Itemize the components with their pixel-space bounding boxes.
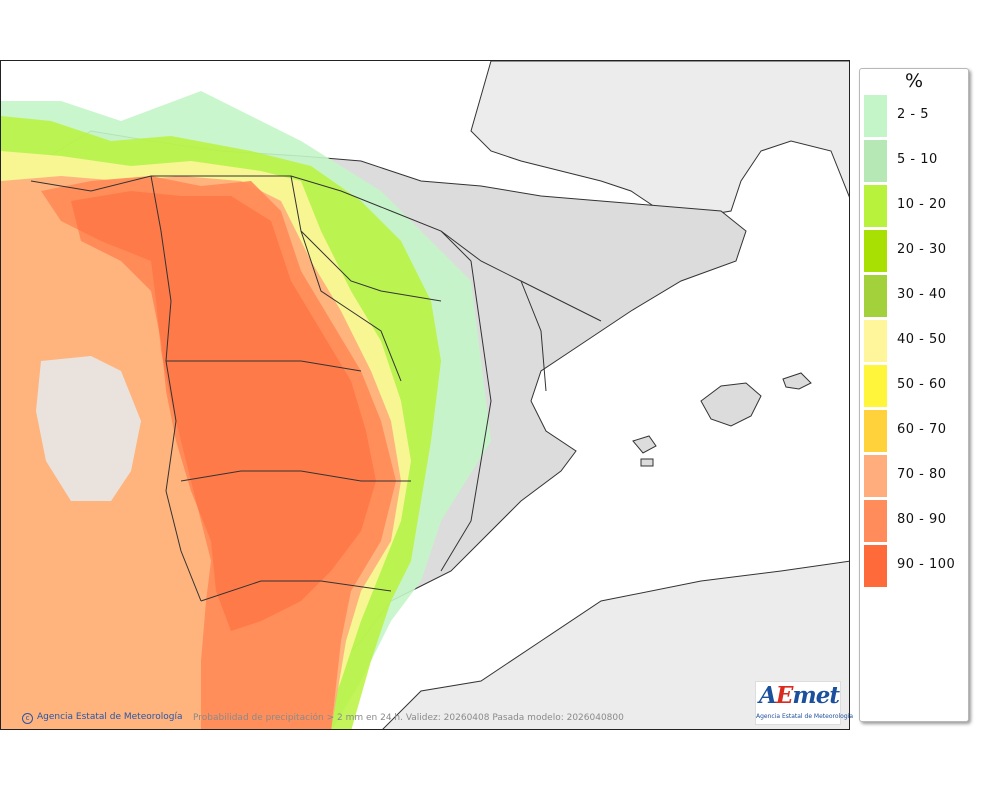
legend-swatch [864, 320, 887, 362]
agency-credit-text: Agencia Estatal de Meteorología [37, 712, 183, 722]
agency-credit: c Agencia Estatal de Meteorología [22, 712, 183, 724]
copyright-icon: c [22, 713, 33, 724]
legend-item: 40 - 50 [864, 320, 964, 364]
legend-item: 90 - 100 [864, 545, 964, 589]
aemet-logo-subtitle: Agencia Estatal de Meteorología [756, 713, 853, 720]
legend-swatch [864, 545, 887, 587]
legend-swatch [864, 410, 887, 452]
legend-swatch [864, 500, 887, 542]
legend-item: 2 - 5 [864, 95, 964, 139]
aemet-logo-wordmark: AEmet [759, 682, 840, 709]
mallorca-island [700, 382, 762, 427]
aemet-logo: AEmet Agencia Estatal de Meteorología [755, 681, 853, 725]
region-borders [30, 175, 602, 602]
menorca-island [782, 372, 812, 390]
legend-item: 60 - 70 [864, 410, 964, 454]
legend-swatch [864, 185, 887, 227]
precipitation-probability-map [1, 61, 849, 729]
map-caption: Probabilidad de precipitación > 2 mm en … [193, 713, 624, 723]
legend-label: 90 - 100 [897, 557, 956, 572]
legend-item: 10 - 20 [864, 185, 964, 229]
ibiza-island [632, 435, 657, 454]
legend-label: 20 - 30 [897, 242, 947, 257]
legend-label: 70 - 80 [897, 467, 947, 482]
legend-item: 50 - 60 [864, 365, 964, 409]
legend-label: 60 - 70 [897, 422, 947, 437]
legend-label: 5 - 10 [897, 152, 938, 167]
legend-unit: % [904, 70, 924, 92]
legend-label: 40 - 50 [897, 332, 947, 347]
band-gap-interior [36, 356, 141, 501]
legend-label: 30 - 40 [897, 287, 947, 302]
legend-label: 80 - 90 [897, 512, 947, 527]
formentera-island [640, 458, 654, 467]
legend-label: 10 - 20 [897, 197, 947, 212]
legend-swatch [864, 455, 887, 497]
legend-item: 30 - 40 [864, 275, 964, 319]
legend-item: 80 - 90 [864, 500, 964, 544]
map-panel[interactable] [0, 60, 850, 730]
legend-swatch [864, 275, 887, 317]
legend-item: 5 - 10 [864, 140, 964, 184]
legend-item: 20 - 30 [864, 230, 964, 274]
band-90-100 [71, 191, 376, 631]
legend-swatch [864, 365, 887, 407]
north-africa-land [382, 560, 849, 729]
legend-swatch [864, 140, 887, 182]
legend-swatch [864, 230, 887, 272]
legend-label: 2 - 5 [897, 107, 929, 122]
france-land [470, 61, 849, 217]
legend-item: 70 - 80 [864, 455, 964, 499]
legend-panel: % 2 - 5 5 - 10 10 - 20 20 - 30 30 - 40 40 - 5… [859, 68, 969, 722]
legend-label: 50 - 60 [897, 377, 947, 392]
legend-swatch [864, 95, 887, 137]
